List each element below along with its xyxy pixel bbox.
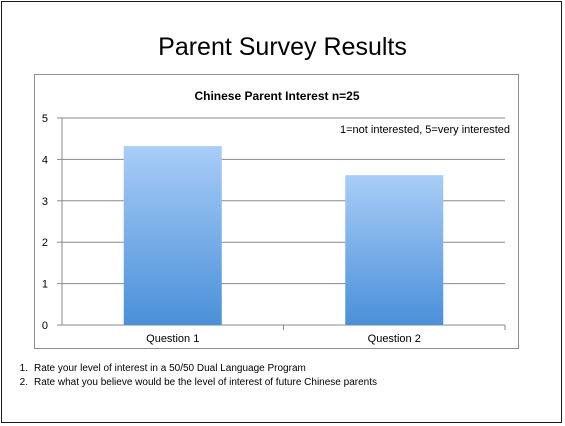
slide-title: Parent Survey Results <box>158 33 407 61</box>
y-tick-label: 1 <box>42 279 48 291</box>
chart-annotation: 1=not interested, 5=very interested <box>340 124 510 136</box>
footnote-text: Rate your level of interest in a 50/50 D… <box>34 363 306 374</box>
bar <box>123 146 222 325</box>
y-tick-label: 0 <box>42 320 48 332</box>
y-tick-label: 3 <box>42 196 48 208</box>
footnote-number: 2. <box>19 377 28 388</box>
footnote-1: 1. Rate your level of interest in a 50/5… <box>10 362 377 376</box>
x-tick-label: Question 2 <box>368 333 421 345</box>
y-tick-label: 4 <box>42 154 48 166</box>
footnote-2: 2. Rate what you believe would be the le… <box>10 376 377 390</box>
y-tick-label: 5 <box>42 113 48 125</box>
footnotes: 1. Rate your level of interest in a 50/5… <box>10 362 377 390</box>
y-tick-label: 2 <box>42 237 48 249</box>
chart-container: Chinese Parent Interest n=25 0 1 2 3 4 5 Questi… <box>34 74 519 349</box>
bar <box>345 175 444 325</box>
footnote-text: Rate what you believe would be the level… <box>34 377 377 388</box>
chart-title: Chinese Parent Interest n=25 <box>194 89 359 103</box>
x-tick-label: Question 1 <box>146 333 199 345</box>
bar-chart: Chinese Parent Interest n=25 0 1 2 3 4 5 Questi… <box>42 89 510 345</box>
footnote-number: 1. <box>19 363 28 374</box>
